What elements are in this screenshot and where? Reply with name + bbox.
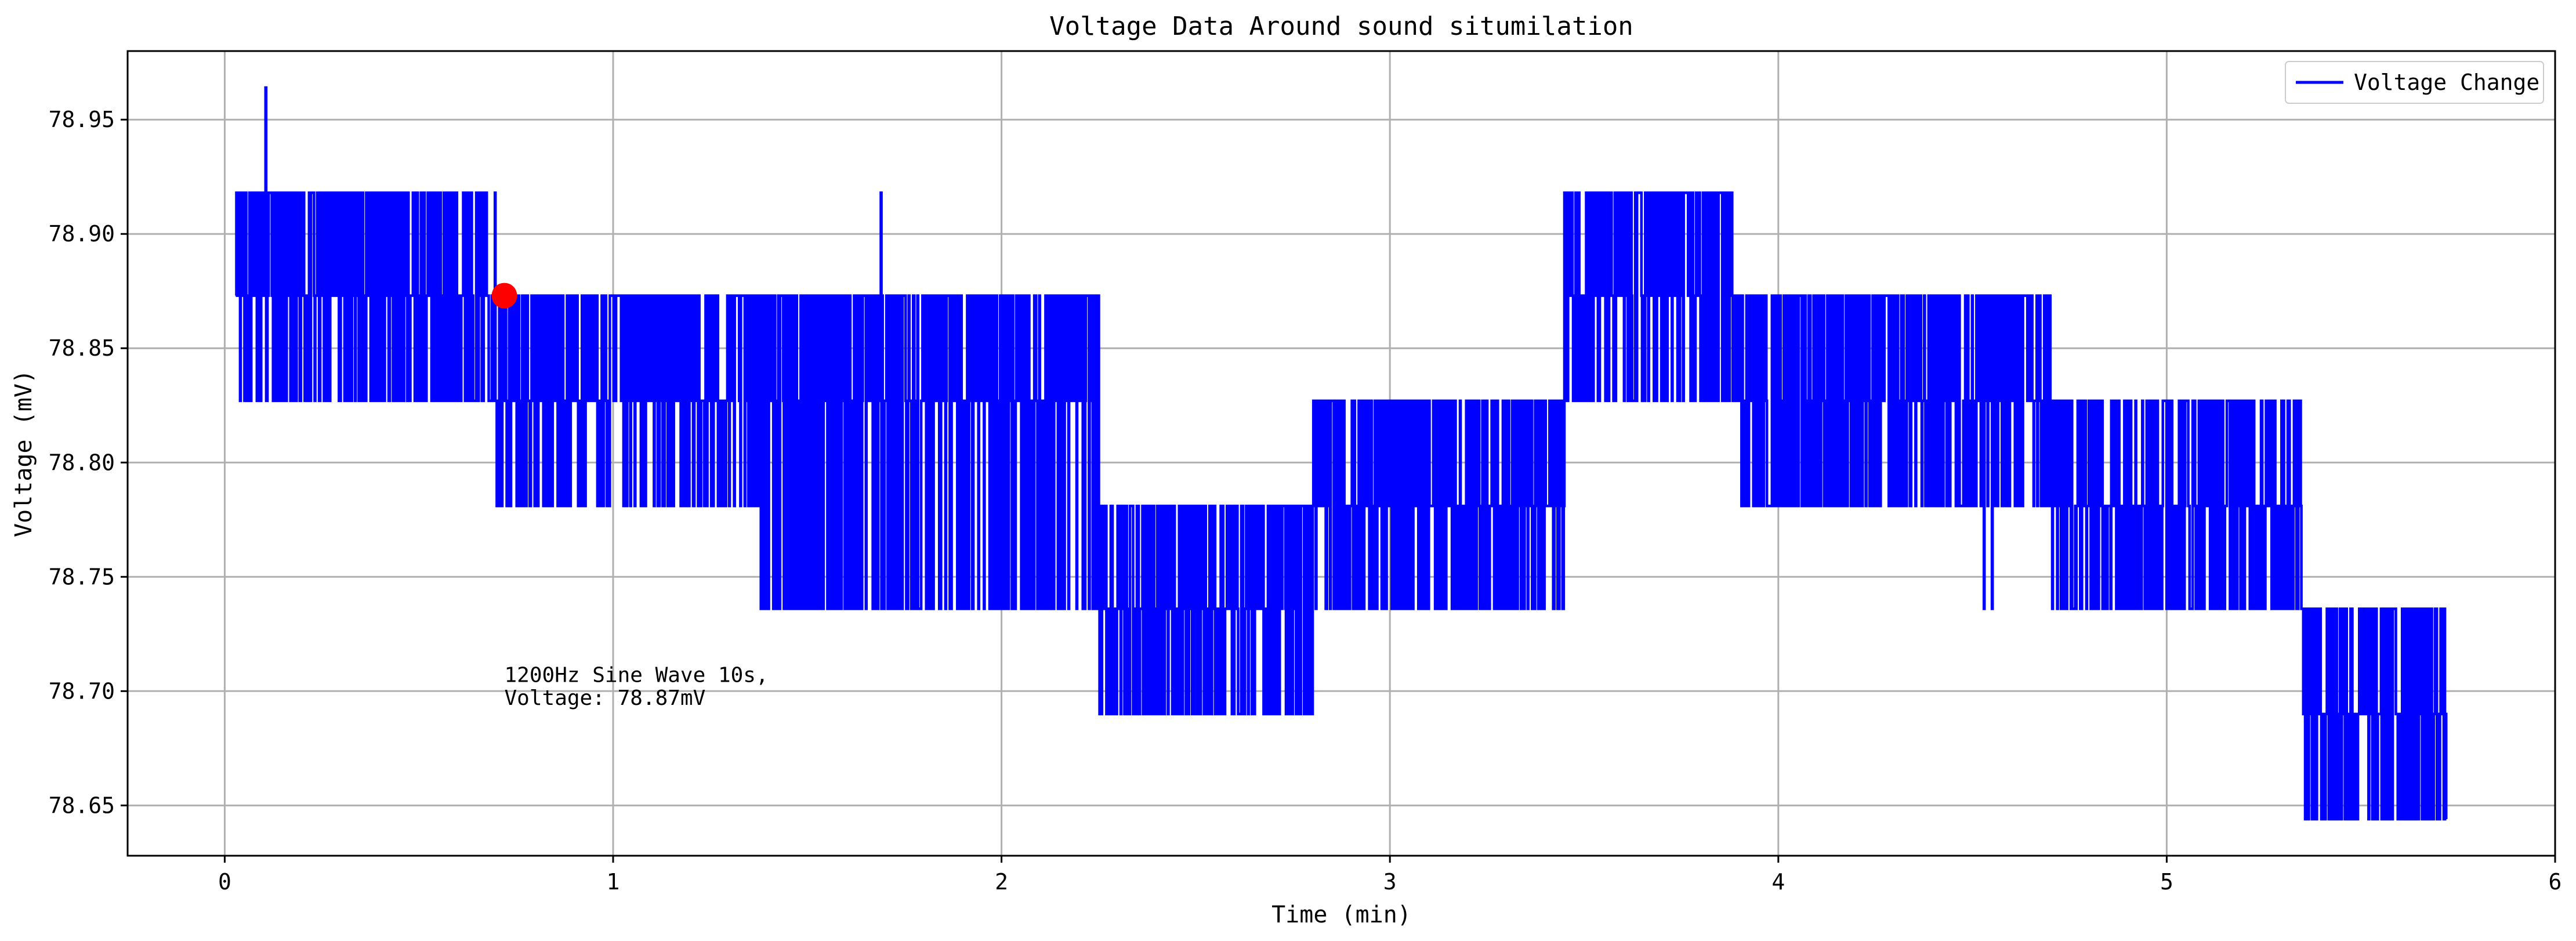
y-tick-label: 78.75 (49, 564, 115, 589)
x-tick-label: 5 (2160, 869, 2173, 895)
stimulus-marker (491, 283, 517, 309)
y-tick-label: 78.85 (49, 335, 115, 361)
y-tick-label: 78.70 (49, 678, 115, 704)
legend: Voltage Change (2285, 61, 2544, 104)
x-tick-label: 1 (607, 869, 620, 895)
x-axis-label: Time (min) (1271, 902, 1411, 928)
voltage-series-line (235, 86, 2448, 821)
y-tick-label: 78.65 (49, 792, 115, 818)
x-tick-label: 3 (1383, 869, 1397, 895)
legend-label: Voltage Change (2354, 70, 2539, 95)
x-tick-label: 6 (2549, 869, 2562, 895)
annotation-line-1: 1200Hz Sine Wave 10s, (505, 664, 769, 687)
axis-ticks: 0 1 2 3 4 5 6 78.65 78.70 78.75 78.80 78.85 78.90 78.… (49, 107, 2562, 895)
chart-title: Voltage Data Around sound situmilation (1049, 12, 1633, 41)
plot-frame (126, 50, 2556, 857)
x-tick-label: 0 (218, 869, 231, 895)
y-tick-label: 78.90 (49, 221, 115, 247)
y-tick-label: 78.95 (49, 107, 115, 132)
series-layer (235, 86, 2448, 821)
annotation: 1200Hz Sine Wave 10s, Voltage: 78.87mV (505, 664, 769, 710)
x-tick-label: 2 (995, 869, 1008, 895)
annotation-line-2: Voltage: 78.87mV (505, 686, 706, 710)
legend-box (2285, 61, 2544, 104)
y-tick-label: 78.80 (49, 450, 115, 475)
x-tick-label: 4 (1771, 869, 1785, 895)
y-axis-label: Voltage (mV) (10, 370, 37, 537)
